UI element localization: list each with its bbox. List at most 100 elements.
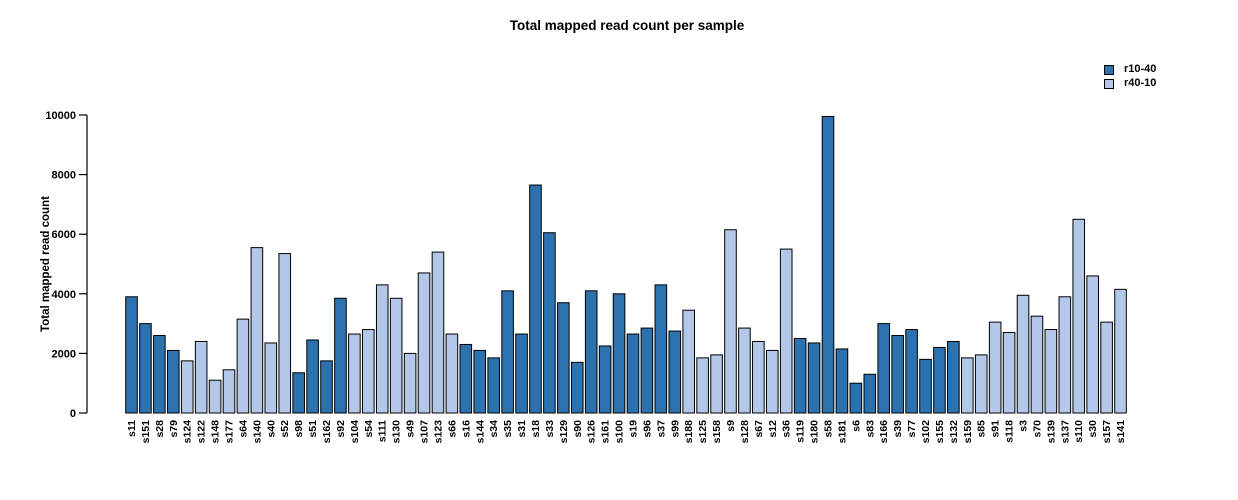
x-tick-label-s110: s110 [1073, 420, 1085, 443]
bar-s125 [696, 357, 709, 414]
bar-s129 [557, 302, 570, 414]
x-tick-label-s166: s166 [878, 420, 890, 444]
bar-s85 [974, 354, 988, 414]
chart-title: Total mapped read count per sample [509, 18, 745, 33]
x-tick-label-s11: s11 [126, 420, 138, 437]
bar-s166 [877, 323, 891, 414]
x-tick-label-s83: s83 [864, 420, 876, 438]
x-tick-label-s151: s151 [140, 420, 152, 444]
bar-s90 [570, 361, 584, 414]
x-tick-label-s64: s64 [237, 420, 249, 438]
x-tick-label-s96: s96 [641, 420, 653, 438]
x-tick-label-s111: s111 [377, 420, 389, 442]
y-tick-label: 6000 [52, 229, 76, 241]
bar-s151 [139, 323, 152, 414]
x-tick-label-s118: s118 [1004, 420, 1016, 443]
bar-s177 [222, 369, 236, 414]
x-tick-label-s18: s18 [530, 420, 542, 438]
bar-s155 [933, 346, 946, 414]
bar-s58 [821, 115, 835, 414]
bar-s96 [640, 327, 654, 414]
x-tick-label-s162: s162 [321, 420, 333, 444]
legend-item-r40-10: r40-10 [1104, 78, 1156, 89]
x-tick-label-s31: s31 [516, 420, 528, 438]
bar-s92 [334, 297, 347, 414]
bar-s157 [1100, 321, 1113, 414]
bar-s49 [403, 352, 417, 414]
x-tick-label-s137: s137 [1059, 420, 1071, 444]
x-tick-label-s148: s148 [210, 420, 222, 444]
bar-s158 [710, 354, 723, 414]
x-tick-label-s92: s92 [335, 420, 347, 438]
bar-s124 [180, 360, 194, 414]
x-tick-label-s104: s104 [349, 420, 361, 444]
bar-s18 [529, 184, 542, 414]
x-tick-label-s79: s79 [168, 420, 180, 438]
x-tick-label-s129: s129 [558, 420, 570, 444]
legend-item-r10-40: r10-40 [1104, 64, 1156, 75]
x-tick-label-s36: s36 [781, 420, 793, 438]
bar-s52 [278, 253, 292, 414]
x-tick-label-s119: s119 [795, 420, 807, 443]
x-tick-label-s98: s98 [293, 420, 305, 438]
bar-s144 [473, 349, 487, 414]
bar-s16 [459, 343, 473, 414]
bar-s30 [1086, 275, 1099, 414]
legend-label-r40-10: r40-10 [1124, 77, 1157, 89]
bar-s37 [654, 284, 668, 414]
x-tick-label-s130: s130 [391, 420, 403, 444]
bar-s51 [306, 339, 319, 414]
bar-s11 [125, 296, 138, 414]
legend: r10-40 r40-10 [1104, 64, 1156, 89]
x-tick-label-s161: s161 [600, 420, 612, 444]
x-tick-label-s140: s140 [251, 420, 263, 444]
bar-s161 [598, 345, 612, 414]
x-tick-label-s70: s70 [1031, 420, 1043, 438]
x-tick-label-s159: s159 [962, 420, 974, 444]
bar-s6 [849, 382, 863, 414]
legend-swatch-r40-10-icon [1104, 78, 1114, 89]
y-tick-label: 10000 [45, 110, 76, 122]
bar-s9 [724, 229, 737, 414]
bar-s159 [961, 357, 974, 414]
bar-s77 [905, 329, 918, 414]
x-tick-label-s100: s100 [614, 420, 626, 444]
x-tick-label-s30: s30 [1087, 420, 1099, 438]
x-tick-label-s99: s99 [669, 420, 681, 438]
x-tick-label-s180: s180 [809, 420, 821, 444]
x-tick-label-s39: s39 [892, 420, 904, 438]
x-tick-label-s122: s122 [196, 420, 208, 444]
y-tick-label: 4000 [52, 289, 76, 301]
bar-s102 [919, 358, 932, 414]
x-tick-label-s85: s85 [976, 420, 988, 438]
legend-swatch-r10-40-icon [1104, 64, 1114, 75]
bar-s91 [988, 321, 1002, 414]
bar-s67 [752, 340, 765, 414]
bar-s118 [1002, 332, 1016, 414]
x-tick-label-s139: s139 [1045, 420, 1057, 444]
bar-s12 [765, 349, 779, 414]
bar-s107 [417, 272, 431, 414]
bar-s141 [1114, 288, 1127, 414]
x-tick-label-s141: s141 [1115, 420, 1127, 444]
x-tick-label-s124: s124 [182, 420, 194, 444]
bar-s35 [501, 290, 514, 414]
bar-s36 [779, 248, 793, 414]
bar-s54 [362, 329, 375, 414]
x-tick-label-s188: s188 [683, 420, 695, 444]
x-tick-label-s37: s37 [655, 420, 667, 438]
x-tick-label-s90: s90 [572, 420, 584, 438]
x-tick-label-s12: s12 [767, 420, 779, 438]
bar-s181 [835, 348, 849, 414]
x-tick-label-s155: s155 [934, 420, 946, 444]
bar-s3 [1016, 294, 1030, 414]
x-tick-label-s3: s3 [1018, 420, 1030, 432]
bar-s19 [626, 333, 640, 414]
x-tick-label-s19: s19 [627, 420, 639, 438]
bar-s104 [348, 333, 361, 414]
bar-s34 [487, 357, 500, 414]
x-tick-label-s157: s157 [1101, 420, 1113, 444]
x-tick-label-s181: s181 [836, 420, 848, 444]
x-tick-label-s40: s40 [265, 420, 277, 438]
